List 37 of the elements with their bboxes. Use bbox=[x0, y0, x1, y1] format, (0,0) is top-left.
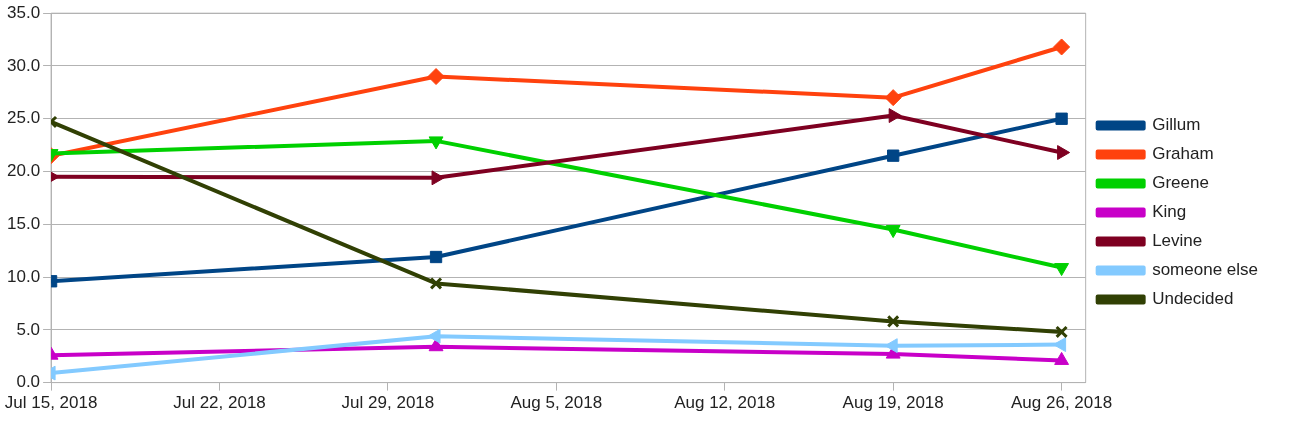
legend-label: Graham bbox=[1152, 144, 1214, 164]
point bbox=[884, 89, 902, 107]
point bbox=[427, 68, 445, 86]
legend-label: King bbox=[1152, 202, 1187, 222]
point bbox=[428, 136, 444, 150]
x-tick-label: Jul 15, 2018 bbox=[4, 393, 98, 413]
point bbox=[1055, 325, 1069, 339]
x-tick-label: Jul 29, 2018 bbox=[341, 393, 435, 413]
point bbox=[428, 338, 444, 352]
legend-label: someone else bbox=[1152, 260, 1258, 280]
y-tick-label: 10.0 bbox=[6, 266, 41, 286]
point bbox=[429, 250, 443, 264]
point bbox=[1055, 112, 1068, 125]
x-tick-label: Jul 22, 2018 bbox=[173, 393, 266, 413]
y-tick-label: 5.0 bbox=[16, 319, 41, 339]
x-tick-label: Aug 19, 2018 bbox=[842, 393, 944, 413]
point bbox=[429, 276, 443, 290]
y-tick-label: 35.0 bbox=[6, 2, 41, 22]
legend-label: Greene bbox=[1152, 173, 1209, 193]
point bbox=[887, 149, 900, 162]
y-tick-label: 25.0 bbox=[6, 108, 41, 128]
y-tick-label: 15.0 bbox=[6, 213, 41, 233]
y-tick-label: 0.0 bbox=[16, 372, 41, 392]
point bbox=[888, 108, 902, 124]
point bbox=[431, 170, 445, 186]
point bbox=[1053, 337, 1067, 353]
y-tick-label: 20.0 bbox=[6, 161, 41, 181]
legend-label: Undecided bbox=[1152, 289, 1234, 309]
x-tick-label: Aug 12, 2018 bbox=[674, 393, 776, 413]
legend-label: Levine bbox=[1152, 231, 1203, 251]
point bbox=[886, 314, 900, 328]
point bbox=[1053, 38, 1071, 56]
x-tick-label: Aug 26, 2018 bbox=[1011, 393, 1113, 413]
legend-label: Gillum bbox=[1152, 115, 1201, 135]
x-tick-label: Aug 5, 2018 bbox=[510, 393, 603, 413]
point bbox=[1054, 351, 1070, 365]
y-tick-label: 30.0 bbox=[6, 55, 41, 75]
